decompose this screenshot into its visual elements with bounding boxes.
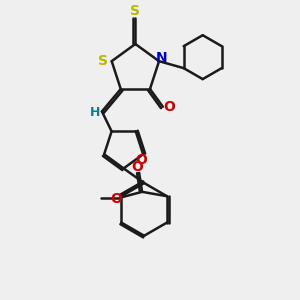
Text: S: S	[130, 4, 140, 18]
Text: O: O	[132, 160, 144, 174]
Text: O: O	[111, 192, 122, 206]
Text: S: S	[98, 54, 109, 68]
Text: O: O	[164, 100, 175, 114]
Text: N: N	[156, 51, 167, 65]
Text: H: H	[90, 106, 101, 119]
Text: O: O	[136, 153, 148, 167]
